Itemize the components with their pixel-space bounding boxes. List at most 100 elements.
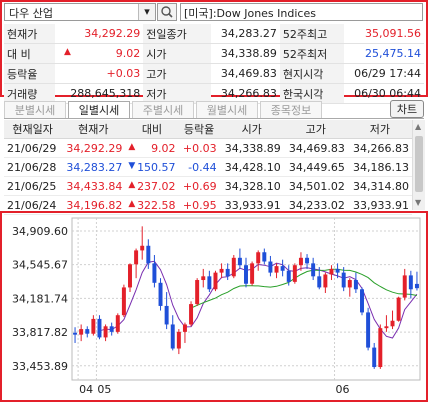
quote-label: 현재가 <box>4 24 56 44</box>
candle-body <box>384 326 389 329</box>
table-row[interactable]: 21/06/24 34,196.82 ▲ 322.58 +0.95 33,933.91 34… <box>4 195 412 215</box>
percent-cell: -0.44 <box>178 157 220 177</box>
quote-label-text: 52주최저 <box>282 47 328 61</box>
tab-divider <box>4 118 424 119</box>
quote-label: 한국시각 <box>279 83 344 104</box>
y-tick-label: 34,181.74 <box>12 292 68 305</box>
daily-price-table: 현재일자 현재가 대비 등락율 시가 고가 저가 21/06/29 34,292.29 ▲ 9.0… <box>4 120 412 215</box>
quote-label-text: 등락율 <box>7 67 38 81</box>
candle-body <box>213 272 218 290</box>
quote-value-text: 34,469.83 <box>220 67 277 80</box>
quote-value: 288,645,318 <box>55 83 144 104</box>
date-cell: 21/06/29 <box>4 138 62 158</box>
candle-body <box>396 297 401 321</box>
column-header[interactable]: 등락율 <box>178 120 220 139</box>
quote-value-text: 06/29 17:44 <box>354 67 421 80</box>
quote-label-text: 현재가 <box>7 27 38 41</box>
candle-body <box>360 289 364 313</box>
quote-value: +0.03 <box>55 63 144 84</box>
table-scrollbar[interactable]: ▲ ▼ <box>412 120 425 210</box>
table-row[interactable]: 21/06/25 34,433.84 ▲ 237.02 +0.69 34,328.10 34… <box>4 176 412 196</box>
change-value: 322.58 <box>137 198 176 212</box>
candle-body <box>378 328 383 368</box>
quote-value: 35,091.56 <box>343 24 424 44</box>
candle-body <box>219 268 224 273</box>
candle-body <box>189 304 194 325</box>
candle-body <box>109 326 114 332</box>
quote-value: 34,292.29 <box>55 24 144 44</box>
scroll-down-arrow[interactable]: ▼ <box>415 198 422 207</box>
quote-label: 고가 <box>143 63 212 84</box>
column-header[interactable]: 저가 <box>347 120 412 139</box>
market-select[interactable]: 다우 산업 ▾ <box>4 3 156 21</box>
table-row[interactable]: 21/06/28 34,283.27 ▼ 150.57 -0.44 34,428.10 34… <box>4 157 412 177</box>
quote-value: 06/30 06:44 <box>343 83 424 104</box>
close-cell: 34,433.84 <box>61 176 126 196</box>
date-cell: 21/06/24 <box>4 195 62 215</box>
change-cell: ▲ 237.02 <box>125 176 179 196</box>
tab-weekly[interactable]: 주별시세 <box>132 101 194 119</box>
quote-label: 대 비 <box>4 43 56 64</box>
change-value: 150.57 <box>137 160 176 174</box>
candle-body <box>85 329 90 334</box>
candle-body <box>121 287 126 316</box>
percent-cell: +0.03 <box>178 138 220 158</box>
candle-body <box>298 257 303 266</box>
quote-value: 34,338.89 <box>211 43 280 64</box>
candle-body <box>317 276 322 288</box>
column-header[interactable]: 시가 <box>219 120 284 139</box>
candle-body <box>305 257 310 264</box>
table-row[interactable]: 21/06/29 34,292.29 ▲ 9.02 +0.03 34,338.89 34,4… <box>4 138 412 158</box>
chart-button[interactable]: 차트 <box>390 100 424 118</box>
change-cell: ▲ 9.02 <box>125 138 179 158</box>
date-cell: 21/06/28 <box>4 157 62 177</box>
y-tick-label: 33,817.82 <box>12 326 68 339</box>
low-cell: 34,314.80 <box>347 176 412 196</box>
tab-monthly[interactable]: 월별시세 <box>196 101 258 119</box>
quote-label-text: 시가 <box>146 47 167 61</box>
quote-label: 52주최저 <box>279 43 344 64</box>
quote-value-text: 35,091.56 <box>365 27 421 40</box>
x-tick-label: 05 <box>97 383 111 396</box>
down-triangle-icon: ▼ <box>128 160 136 171</box>
change-value: 237.02 <box>137 179 176 193</box>
high-cell: 34,501.02 <box>283 176 348 196</box>
quote-label-text: 한국시각 <box>282 87 324 101</box>
candle-body <box>347 280 352 288</box>
candle-body <box>97 318 102 338</box>
candle-body <box>280 266 285 271</box>
tab-daily[interactable]: 일별시세 <box>68 101 130 119</box>
quote-value-text: 34,292.29 <box>84 27 141 40</box>
candle-body <box>182 324 187 332</box>
quote-label: 시가 <box>143 43 212 64</box>
scroll-thumb[interactable] <box>415 136 423 192</box>
chevron-down-icon[interactable]: ▾ <box>138 4 155 20</box>
column-header[interactable]: 대비 <box>125 120 179 139</box>
quote-label-text: 52주최고 <box>282 27 328 41</box>
candle-body <box>408 275 413 290</box>
up-triangle-icon: ▲ <box>128 198 136 209</box>
index-name: [미국]:Dow Jones Indices <box>184 7 316 20</box>
candlestick-chart: 34,909.60 34,545.67 34,181.74 33,817.82 33,4… <box>12 217 421 396</box>
change-cell: ▼ 150.57 <box>125 157 179 177</box>
column-header[interactable]: 현재일자 <box>4 120 62 139</box>
chart-panel-frame <box>0 211 428 402</box>
percent-cell: +0.69 <box>178 176 220 196</box>
low-cell: 34,266.83 <box>347 138 412 158</box>
quote-label: 전일종가 <box>143 24 212 44</box>
column-header[interactable]: 현재가 <box>61 120 126 139</box>
candle-body <box>335 268 340 273</box>
candle-body <box>292 265 297 282</box>
column-header[interactable]: 고가 <box>283 120 348 139</box>
candle-body <box>244 265 248 284</box>
candle-body <box>262 252 267 262</box>
tab-stock-info[interactable]: 종목정보 <box>260 101 322 119</box>
candle-body <box>201 276 206 281</box>
candle-body <box>103 326 108 338</box>
up-triangle-icon: ▲ <box>128 141 136 152</box>
tab-minute[interactable]: 분별시세 <box>4 101 66 119</box>
scroll-up-arrow[interactable]: ▲ <box>415 122 422 131</box>
quote-row: 등락율 +0.03 고가 34,469.83 현지시각 06/29 17:44 <box>4 63 424 84</box>
search-button[interactable] <box>157 3 177 21</box>
candle-body <box>146 245 151 264</box>
